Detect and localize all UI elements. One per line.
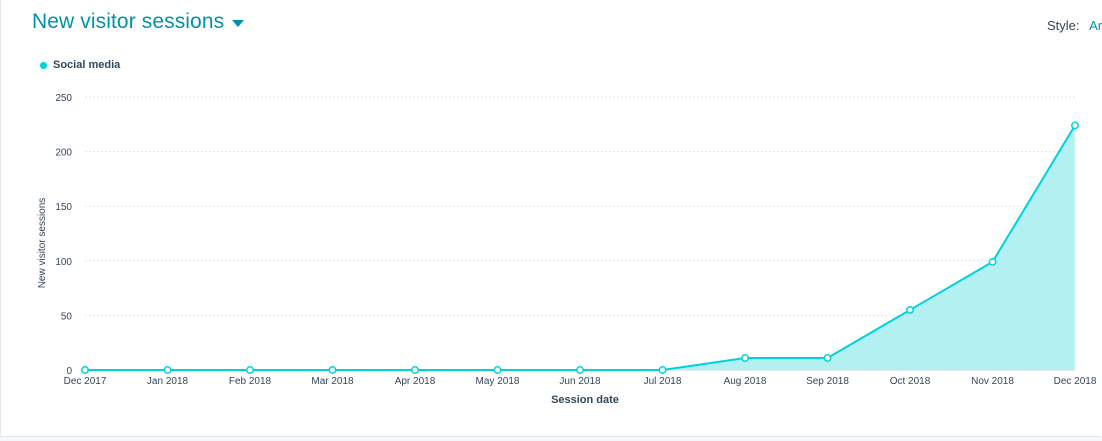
data-point [1071,121,1079,130]
y-tick-label: 50 [61,311,73,322]
data-point [658,366,667,374]
report-title-dropdown[interactable]: New visitor sessions [32,10,245,34]
x-tick-label: Jan 2018 [147,376,189,387]
x-tick-label: Aug 2018 [724,376,767,387]
data-point [163,366,172,374]
data-point [576,366,584,374]
x-tick-label: Sep 2018 [806,376,849,387]
x-tick-label: Apr 2018 [395,376,436,387]
x-tick-label: May 2018 [476,376,520,387]
x-tick-label: Oct 2018 [890,376,931,387]
data-point [411,366,419,374]
y-tick-label: 100 [55,257,72,268]
y-tick-label: 0 [66,366,72,377]
series-area [85,125,1075,370]
data-point [493,366,502,374]
x-tick-label: Mar 2018 [311,376,354,387]
y-tick-label: 250 [55,93,72,104]
chart-legend: Social media [40,59,120,71]
y-tick-label: 200 [55,148,72,159]
y-tick-label: 150 [55,202,72,213]
x-tick-label: Dec 2017 [64,376,107,387]
data-point [906,305,914,314]
style-label: Style: [1047,18,1080,33]
caret-down-icon [232,19,245,27]
data-point [81,366,89,374]
x-axis-title: Session date [551,394,619,406]
report-title: New visitor sessions [32,10,225,33]
y-axis-title: New visitor sessions [37,198,48,289]
chart-style-selector[interactable]: Style: Are [1047,18,1102,33]
x-tick-label: Jul 2018 [644,376,682,387]
x-tick-label: Feb 2018 [229,376,272,387]
data-point [741,354,749,362]
data-point [246,366,254,374]
legend-label: Social media [53,59,121,71]
data-point [988,257,997,266]
style-value[interactable]: Are [1089,18,1102,33]
data-point [823,354,832,362]
x-tick-label: Jun 2018 [559,376,601,387]
x-tick-label: Nov 2018 [971,376,1014,387]
data-point [328,366,337,374]
bottom-divider [0,437,1102,441]
legend-dot-icon [40,61,47,69]
x-tick-label: Dec 2018 [1054,376,1097,387]
